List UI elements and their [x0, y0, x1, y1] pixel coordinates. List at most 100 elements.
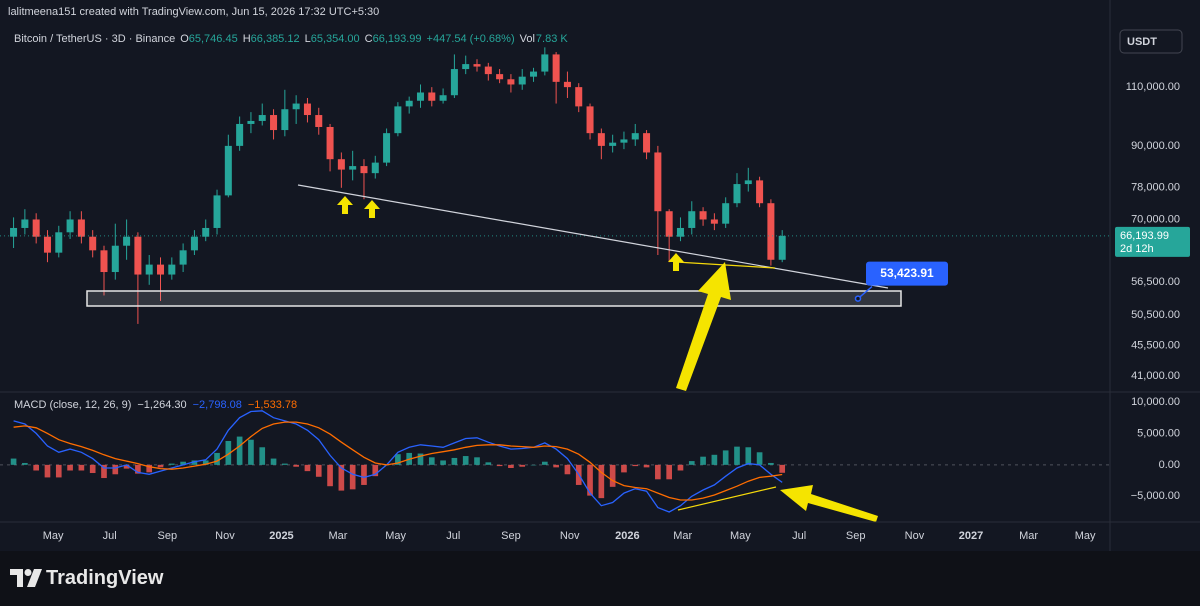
candle-body [349, 166, 357, 170]
histogram-bar [428, 457, 435, 465]
candle-body [620, 139, 628, 143]
brand-logo [10, 569, 42, 587]
marker-arrow [668, 253, 684, 271]
candle-body [688, 211, 696, 228]
histogram-bar [440, 460, 446, 465]
currency: USDT [1127, 36, 1157, 48]
histogram-bar [496, 464, 503, 467]
candle-body [258, 115, 266, 121]
candle-body [394, 106, 402, 134]
macd-title: MACD (close, 12, 26, 9) [14, 399, 132, 411]
candle-body [55, 232, 63, 253]
field-label: L [304, 33, 311, 45]
marker-arrow [364, 200, 380, 218]
macd-value: −2,798.08 [192, 399, 242, 411]
histogram-bar [632, 464, 639, 467]
y-tick-label: 110,000.00 [1126, 81, 1180, 93]
histogram-bar [78, 464, 85, 471]
candle-body [507, 79, 515, 85]
histogram-bar [112, 464, 119, 475]
histogram-value: −1,264.30 [137, 399, 187, 411]
candle-body [428, 92, 436, 101]
histogram-bar [157, 464, 164, 468]
field-value: 66,193.99 [372, 33, 422, 45]
candle-body [744, 180, 752, 185]
y-tick-label: 5,000.00 [1137, 427, 1180, 439]
candle-body [134, 236, 142, 275]
y-tick-label: 70,000.00 [1131, 213, 1180, 225]
y-tick-label: 56,500.00 [1131, 276, 1180, 288]
histogram-bar [338, 464, 345, 491]
watermark: lalitmeena151 created with TradingView.c… [8, 6, 380, 18]
candle-body [462, 64, 470, 70]
callout-label: 53,423.91 [880, 266, 934, 280]
x-tick-label: Sep [158, 530, 178, 542]
candle-body [778, 235, 786, 260]
candle-body [756, 180, 764, 204]
volume-label: Vol [519, 33, 535, 45]
histogram-bar [417, 453, 424, 465]
candle-body [123, 236, 131, 246]
candle-body [145, 264, 153, 275]
candle-body [676, 227, 684, 237]
histogram-bar [259, 447, 266, 465]
histogram-bar [349, 464, 356, 490]
histogram-bar [372, 464, 379, 477]
brand: TradingView [46, 567, 164, 589]
candle-body [597, 133, 605, 146]
candle-body [575, 87, 583, 107]
histogram-bar [168, 463, 175, 465]
histogram-bar [146, 464, 153, 473]
histogram-bar [395, 454, 401, 465]
y-tick-label: 90,000.00 [1131, 140, 1180, 152]
big-arrow [676, 262, 731, 391]
candle-body [654, 152, 662, 212]
candle-body [631, 133, 639, 140]
histogram-bar [542, 461, 548, 465]
ohlc-field: C66,193.99 [365, 33, 422, 45]
axis-layer: 110,000.00 90,000.00 78,000.00 70,000.00 56,… [43, 81, 1190, 542]
histogram-bar [67, 464, 73, 471]
histogram-bar [22, 462, 28, 465]
divergence-line [675, 261, 776, 269]
big-arrow [780, 485, 878, 522]
x-tick-label: Jul [103, 530, 117, 542]
histogram-bar [666, 464, 672, 480]
candle-body [236, 123, 244, 146]
histogram-bar [123, 464, 130, 469]
histogram-bar [598, 464, 605, 499]
histogram-bar [655, 464, 661, 480]
x-tick-label: Jul [792, 530, 806, 542]
candle-body [100, 250, 108, 273]
histogram-bar [236, 436, 243, 465]
macd-divergence-line [677, 486, 777, 511]
histogram-bar [44, 464, 51, 478]
histogram-bar [734, 446, 740, 465]
x-tick-label: Sep [846, 530, 866, 542]
y-tick-label: 0.00 [1159, 459, 1180, 471]
field-value: 65,354.00 [310, 33, 360, 45]
candle-body [213, 195, 221, 228]
histogram-bar [451, 457, 458, 465]
candle-body [733, 184, 741, 204]
histogram-bar [700, 456, 706, 465]
x-tick-label: May [385, 530, 406, 542]
candle-body [337, 159, 345, 170]
candle-body [179, 250, 187, 265]
histogram-bar [101, 464, 107, 479]
candle-body [270, 115, 278, 131]
field-label: C [364, 33, 373, 45]
candle-body [439, 95, 447, 101]
histogram-bar [587, 464, 593, 496]
candle-body [416, 92, 424, 101]
currency-box[interactable] [1119, 29, 1183, 54]
candle-body [450, 69, 458, 96]
last-price-label: 66,193.99 [1120, 230, 1169, 242]
x-tick-label: Mar [673, 530, 692, 542]
candle-body [405, 100, 413, 107]
chart: 53,423.91 USDT 110,000.00 90,000.00 78,000… [0, 0, 1200, 551]
histogram-bar [474, 457, 480, 465]
candle-body [43, 236, 51, 253]
candle-body [111, 245, 119, 273]
